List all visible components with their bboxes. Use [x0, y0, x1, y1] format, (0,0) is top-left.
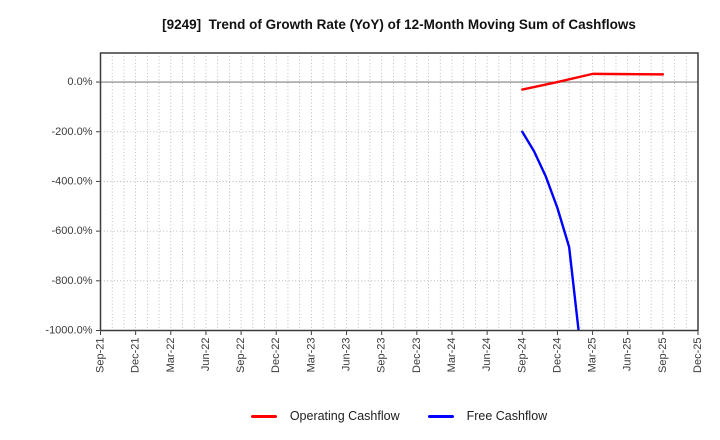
x-tick-label: Dec-23: [411, 338, 423, 373]
x-tick-label: Sep-23: [376, 338, 388, 373]
legend-label-free-cashflow: Free Cashflow: [466, 408, 548, 423]
legend-item-operating-cashflow: Operating Cashflow: [250, 408, 400, 423]
x-tick-label: Dec-21: [130, 338, 142, 373]
x-tick-label: Jun-24: [481, 338, 493, 372]
chart-title: [9249] Trend of Growth Rate (YoY) of 12-…: [162, 17, 636, 32]
x-tick-label: Dec-22: [270, 338, 282, 373]
x-tick-label: Jun-23: [341, 338, 353, 372]
x-tick-label: Mar-24: [446, 338, 458, 373]
x-tick-label: Sep-24: [516, 338, 528, 373]
x-tick-label: Mar-25: [587, 338, 599, 373]
x-tick-label: Dec-25: [692, 338, 704, 373]
x-tick-label: Sep-25: [657, 338, 669, 373]
y-tick-label: -200.0%: [52, 126, 93, 138]
series-line-operating-cashflow: [521, 72, 665, 91]
legend-item-free-cashflow: Free Cashflow: [427, 408, 548, 423]
operating-cashflow-line-swatch: [250, 414, 277, 418]
legend: Operating Cashflow Free Cashflow: [100, 405, 698, 427]
x-tick-label: Jun-25: [622, 338, 634, 372]
y-tick-label: -800.0%: [52, 275, 93, 287]
y-tick-label: -600.0%: [52, 225, 93, 237]
y-tick-label: 0.0%: [67, 76, 92, 88]
x-tick-label: Sep-21: [95, 338, 107, 373]
x-tick-label: Mar-23: [305, 338, 317, 373]
x-tick-label: Mar-22: [165, 338, 177, 373]
x-tick-label: Jun-22: [200, 338, 212, 372]
plot-border: [99, 52, 699, 332]
free-cashflow-line-swatch: [427, 414, 454, 418]
legend-label-operating-cashflow: Operating Cashflow: [289, 408, 400, 423]
y-tick-label: -1000.0%: [45, 325, 92, 337]
x-tick-label: Dec-24: [551, 338, 563, 373]
y-tick-label: -400.0%: [52, 175, 93, 187]
series-line-free-cashflow: [521, 130, 580, 331]
x-tick-label: Sep-22: [235, 338, 247, 373]
